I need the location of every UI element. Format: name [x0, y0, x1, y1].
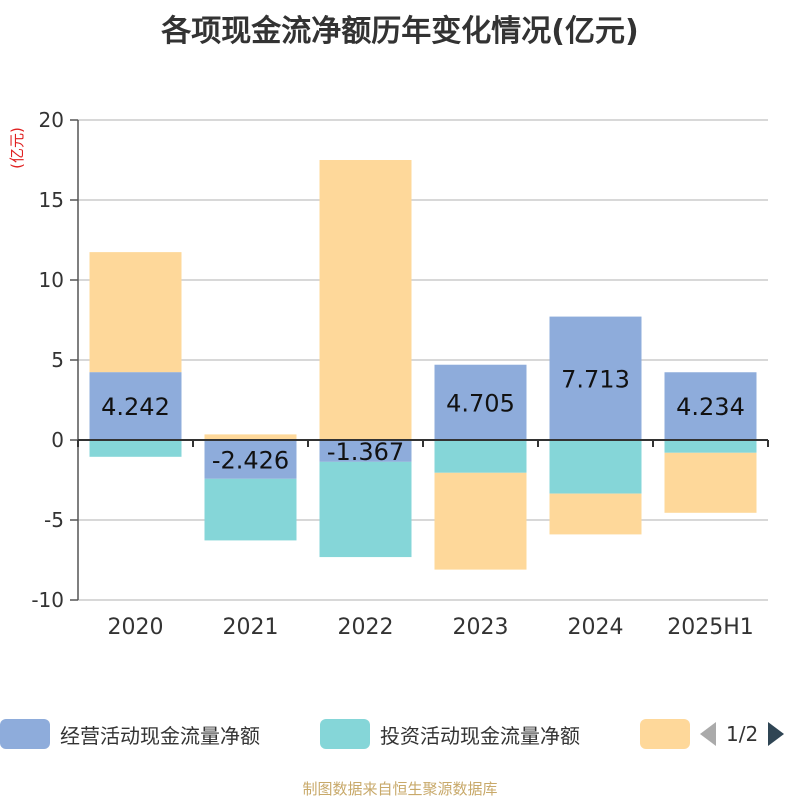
legend-label-investing: 投资活动现金流量净额	[380, 723, 580, 748]
bar-2020-series-2	[89, 252, 182, 373]
bar-2024-series-2	[549, 493, 642, 535]
bar-2025H1-series-0	[664, 372, 757, 440]
bar-2022-series-2	[319, 160, 412, 440]
y-tick-label: 0	[51, 428, 64, 452]
legend-next-arrow-icon[interactable]	[766, 720, 786, 748]
x-tick-label: 2025H1	[667, 615, 754, 640]
data-label: 7.713	[561, 365, 630, 393]
bar-2022-series-1	[319, 461, 412, 558]
y-tick-label: -10	[31, 588, 64, 612]
bar-2021-series-0	[204, 440, 297, 479]
legend-item-financing[interactable]	[640, 716, 690, 752]
legend-swatch-investing	[320, 719, 370, 749]
legend-page-indicator: 1/2	[726, 722, 759, 746]
y-axis-label: (亿元)	[8, 127, 26, 169]
y-tick-label: -5	[44, 508, 64, 532]
data-label: -2.426	[212, 446, 289, 474]
x-tick-label: 2020	[108, 615, 164, 640]
bar-2025H1-series-1	[664, 440, 757, 453]
bar-2020-series-1	[89, 440, 182, 457]
bar-2020-series-0	[89, 372, 182, 440]
y-tick-label: 5	[51, 348, 64, 372]
chart-title: 各项现金流净额历年变化情况(亿元)	[161, 14, 639, 49]
bar-2021-series-1	[204, 478, 297, 541]
bar-2022-series-0	[319, 440, 412, 462]
bar-2025H1-series-2	[664, 452, 757, 513]
bar-2024-series-1	[549, 440, 642, 494]
bar-2023-series-2	[434, 472, 527, 570]
bar-2021-series-2	[204, 434, 297, 440]
legend-pager: 1/2	[698, 716, 786, 752]
cash-flow-bar-chart: 20 15 10 5 0 -5 -10 (亿元) 4.242 -2.426 -1.367 4.705 7…	[8, 108, 769, 640]
x-tick-label: 2023	[453, 615, 509, 640]
x-tick-label: 2022	[338, 615, 394, 640]
legend-swatch-operating	[0, 719, 50, 749]
data-label: 4.705	[446, 389, 515, 417]
data-source-note: 制图数据来自恒生聚源数据库	[302, 780, 498, 798]
x-tick-label: 2024	[568, 615, 624, 640]
y-tick-label: 10	[39, 268, 64, 292]
data-label: 4.242	[101, 393, 170, 421]
chart-legend: 经营活动现金流量净额 投资活动现金流量净额 1/2	[0, 716, 800, 752]
legend-item-investing[interactable]: 投资活动现金流量净额	[320, 716, 580, 752]
x-tick-label: 2021	[223, 615, 279, 640]
bar-2023-series-0	[434, 364, 527, 440]
bar-2023-series-1	[434, 440, 527, 473]
y-tick-label: 20	[39, 108, 64, 132]
bar-2024-series-0	[549, 316, 642, 440]
legend-item-operating[interactable]: 经营活动现金流量净额	[0, 716, 260, 752]
legend-prev-arrow-icon[interactable]	[698, 720, 718, 748]
legend-label-operating: 经营活动现金流量净额	[60, 723, 260, 748]
data-label: -1.367	[327, 438, 404, 466]
data-label: 4.234	[676, 393, 745, 421]
y-tick-label: 15	[39, 188, 64, 212]
legend-swatch-financing	[640, 719, 690, 749]
